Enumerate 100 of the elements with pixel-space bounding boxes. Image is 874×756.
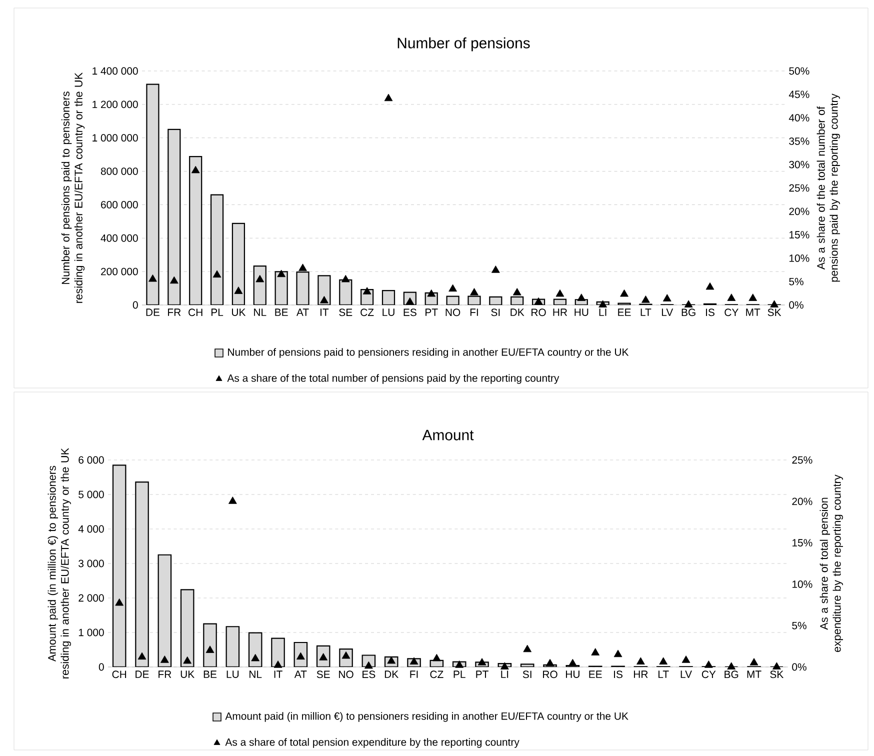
- y-tick-label: 2 000: [78, 594, 104, 602]
- y2-tick-label: 25%: [792, 456, 812, 464]
- x-tick-label: NL: [250, 670, 262, 678]
- y2-tick-label: 0%: [789, 301, 804, 309]
- chart-title: Amount: [422, 430, 474, 440]
- x-tick-label: PT: [476, 670, 488, 678]
- y-tick-label: 4 000: [78, 525, 104, 533]
- x-tick-label: CZ: [360, 308, 374, 316]
- y2-tick-label: 25%: [789, 184, 810, 192]
- x-tick-label: SI: [491, 308, 500, 316]
- y-tick-label: 1 000: [78, 628, 104, 636]
- x-tick-label: CZ: [430, 670, 444, 678]
- x-tick-label: PL: [454, 670, 466, 678]
- x-tick-label: FR: [168, 308, 181, 316]
- x-tick-label: NL: [254, 308, 266, 316]
- x-tick-label: BG: [724, 670, 738, 678]
- x-tick-label: IS: [614, 670, 622, 678]
- y2-tick-label: 10%: [789, 254, 810, 262]
- x-tick-label: LV: [680, 670, 692, 678]
- x-tick-label: SE: [339, 308, 352, 316]
- x-tick-label: DE: [136, 670, 149, 678]
- x-tick-label: NO: [339, 670, 354, 678]
- x-tick-label: SI: [522, 670, 532, 678]
- x-tick-label: HU: [574, 308, 588, 316]
- y-tick-label: 3 000: [78, 560, 104, 568]
- x-tick-label: LU: [382, 308, 394, 316]
- y2-tick-label: 5%: [789, 278, 804, 286]
- y-tick-label: 0: [132, 301, 138, 309]
- x-tick-label: NO: [446, 308, 460, 316]
- x-tick-label: CH: [112, 670, 126, 678]
- x-tick-label: DK: [384, 670, 398, 678]
- y-tick-label: 400 000: [100, 234, 138, 242]
- x-tick-label: LU: [226, 670, 239, 678]
- x-tick-label: HU: [566, 670, 580, 678]
- x-tick-label: IS: [706, 308, 714, 316]
- y-tick-label: 5 000: [78, 490, 104, 498]
- x-tick-label: DK: [510, 308, 524, 316]
- y2-tick-label: 20%: [789, 208, 810, 216]
- x-tick-label: DE: [146, 308, 160, 316]
- x-tick-label: PL: [211, 308, 224, 316]
- y-tick-label: 1 400 000: [92, 67, 138, 75]
- y2-tick-label: 30%: [789, 160, 810, 168]
- x-tick-label: BG: [682, 308, 696, 316]
- x-tick-label: SK: [768, 308, 782, 316]
- x-tick-label: IT: [320, 308, 329, 316]
- x-tick-label: LV: [662, 308, 674, 316]
- x-tick-label: LI: [501, 670, 508, 678]
- x-tick-label: SK: [770, 670, 784, 678]
- x-tick-label: MT: [746, 308, 760, 316]
- y-tick-label: 0: [98, 663, 104, 671]
- x-tick-label: BE: [204, 670, 217, 678]
- y-tick-label: 1 200 000: [92, 100, 138, 108]
- y-tick-label: 800 000: [100, 168, 138, 175]
- x-tick-label: EE: [618, 308, 631, 316]
- x-tick-label: FR: [158, 670, 172, 678]
- legend-label: Number of pensions paid to pensioners residing in another EU/EFTA country or the UK: [228, 348, 629, 358]
- x-tick-label: AT: [294, 670, 307, 678]
- y2-tick-label: 15%: [789, 231, 810, 238]
- y2-axis-title: As a share of total pension expenditure by the reporting country: [820, 474, 843, 652]
- x-tick-label: CY: [702, 670, 716, 678]
- x-tick-label: SE: [316, 670, 330, 678]
- y-axis-title: Number of pensions paid to pensioners residing in another EU/EFTA country or the UK: [61, 72, 85, 303]
- chart-title: Number of pensions: [398, 37, 530, 52]
- y2-tick-label: 10%: [792, 580, 812, 588]
- x-tick-label: ES: [362, 670, 376, 678]
- x-tick-label: LT: [640, 308, 652, 316]
- y2-tick-label: 45%: [788, 90, 810, 98]
- y-axis-title: Amount paid (in million €) to pensioners residing in another EU/EFTA country or the UK: [48, 448, 71, 678]
- y2-tick-label: 50%: [789, 67, 810, 75]
- y-tick-label: 200 000: [101, 268, 138, 276]
- legend-label: As a share of total pension expenditure by the reporting country: [225, 738, 520, 748]
- y2-tick-label: 40%: [788, 114, 810, 122]
- y2-tick-label: 35%: [789, 137, 810, 145]
- x-tick-label: UK: [180, 670, 194, 678]
- y2-tick-label: 0%: [792, 663, 806, 671]
- legend-label: Amount paid (in million €) to pensioners residing in another EU/EFTA country or the UK: [225, 712, 628, 722]
- x-tick-label: LI: [599, 308, 606, 316]
- x-tick-label: CH: [188, 308, 202, 316]
- x-tick-label: FI: [470, 308, 478, 316]
- x-tick-label: HR: [634, 670, 648, 678]
- x-tick-label: RO: [532, 308, 546, 316]
- y-tick-label: 1 000 000: [92, 134, 138, 142]
- y2-tick-label: 5%: [792, 622, 806, 630]
- x-tick-label: HR: [553, 308, 568, 316]
- x-tick-label: AT: [296, 308, 309, 316]
- x-tick-label: IT: [274, 670, 282, 678]
- x-tick-label: CY: [724, 308, 738, 316]
- x-tick-label: PT: [426, 308, 438, 316]
- x-tick-label: RO: [543, 670, 558, 678]
- x-tick-label: MT: [747, 670, 762, 678]
- x-tick-label: LT: [658, 670, 669, 678]
- x-tick-label: BE: [275, 308, 288, 316]
- y-tick-label: 6 000: [78, 456, 104, 464]
- x-tick-label: ES: [404, 308, 416, 316]
- y-tick-label: 600 000: [101, 201, 138, 208]
- x-tick-label: UK: [232, 308, 246, 316]
- y2-tick-label: 15%: [792, 539, 812, 546]
- y2-tick-label: 20%: [792, 498, 812, 506]
- x-tick-label: FI: [410, 670, 418, 678]
- x-tick-label: EE: [589, 670, 602, 678]
